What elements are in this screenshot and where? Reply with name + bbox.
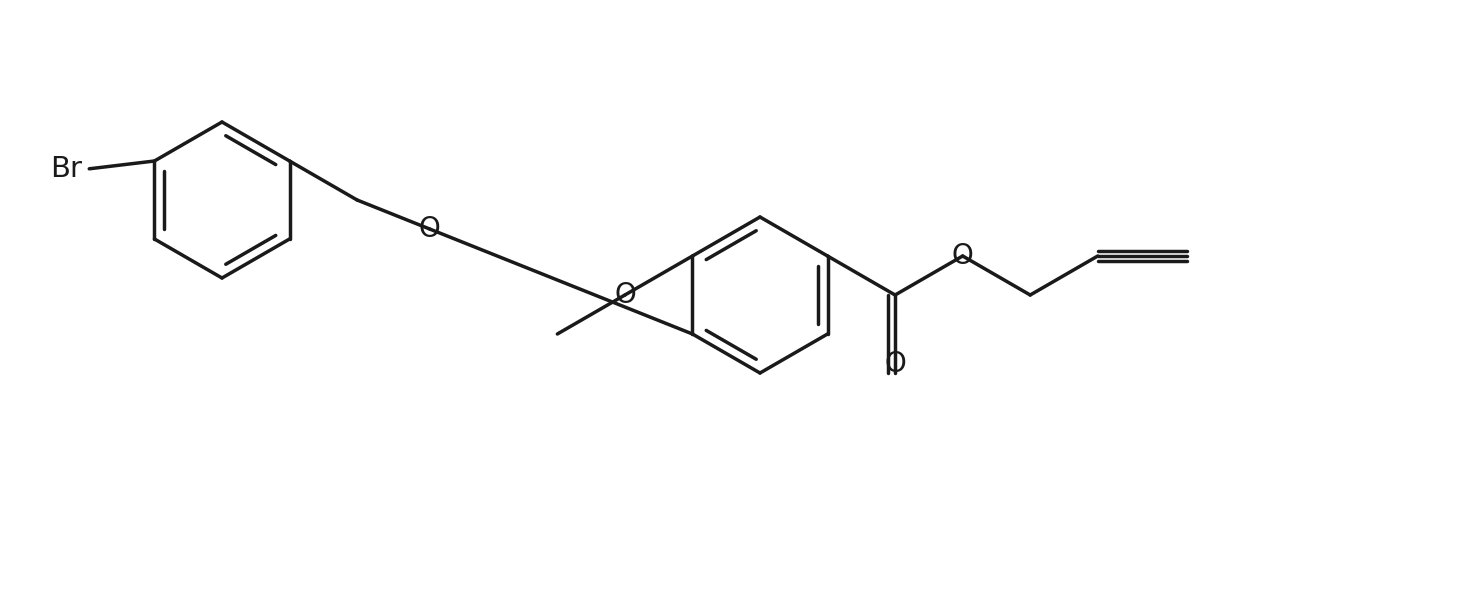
Text: O: O [951,242,973,270]
Text: Br: Br [50,155,82,183]
Text: O: O [884,350,906,378]
Text: O: O [614,281,636,309]
Text: O: O [418,215,440,243]
